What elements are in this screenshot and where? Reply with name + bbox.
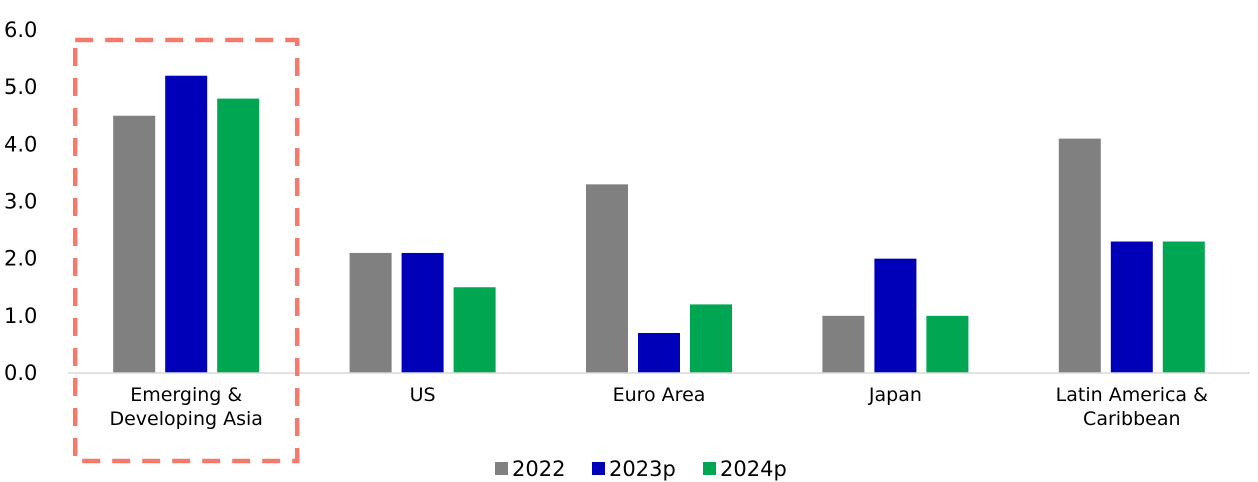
category-label: Emerging & bbox=[130, 384, 242, 406]
y-tick-label: 6.0 bbox=[4, 18, 37, 42]
bar-2022-0 bbox=[113, 115, 156, 373]
legend-label-2022: 2022 bbox=[512, 457, 565, 481]
category-label: Euro Area bbox=[613, 384, 706, 406]
bar-2022-3 bbox=[822, 315, 865, 373]
legend-label-2024p: 2024p bbox=[720, 457, 787, 481]
category-label: Japan bbox=[868, 384, 922, 406]
bar-2023p-2 bbox=[638, 332, 680, 373]
y-tick-label: 5.0 bbox=[4, 75, 37, 99]
bar-2024p-3 bbox=[926, 315, 969, 373]
y-tick-label: 0.0 bbox=[4, 361, 37, 385]
category-labels: Emerging &Developing Asia US Euro Area Japa… bbox=[109, 384, 1208, 430]
bar-2023p-1 bbox=[401, 252, 444, 373]
category-label: Latin America & bbox=[1056, 384, 1208, 406]
bar-2022-4 bbox=[1058, 138, 1101, 373]
bar-2023p-0 bbox=[165, 75, 208, 373]
bar-2022-2 bbox=[586, 184, 628, 373]
y-tick-label: 2.0 bbox=[4, 247, 37, 271]
bar-2022-1 bbox=[349, 252, 392, 373]
bar-2024p-1 bbox=[453, 287, 496, 373]
bar-2024p-2 bbox=[690, 304, 732, 373]
legend-swatch-2024p bbox=[703, 462, 716, 475]
y-tick-label: 4.0 bbox=[4, 132, 37, 156]
legend-swatch-2023p bbox=[592, 462, 605, 475]
category-label: Developing Asia bbox=[109, 408, 262, 430]
legend: 2022 2023p 2024p bbox=[495, 457, 787, 481]
bars bbox=[113, 75, 1205, 373]
bar-2023p-3 bbox=[874, 258, 917, 373]
y-axis-labels: 0.0 1.0 2.0 3.0 4.0 5.0 6.0 bbox=[4, 18, 37, 385]
bar-2023p-4 bbox=[1110, 241, 1153, 373]
legend-swatch-2022 bbox=[495, 462, 508, 475]
category-label: Caribbean bbox=[1083, 408, 1181, 430]
legend-label-2023p: 2023p bbox=[609, 457, 676, 481]
y-tick-label: 1.0 bbox=[4, 304, 37, 328]
bar-2024p-4 bbox=[1162, 241, 1205, 373]
y-tick-label: 3.0 bbox=[4, 190, 37, 214]
highlight-box bbox=[72, 37, 300, 464]
category-label: US bbox=[410, 384, 436, 406]
bar-2024p-0 bbox=[217, 98, 260, 373]
